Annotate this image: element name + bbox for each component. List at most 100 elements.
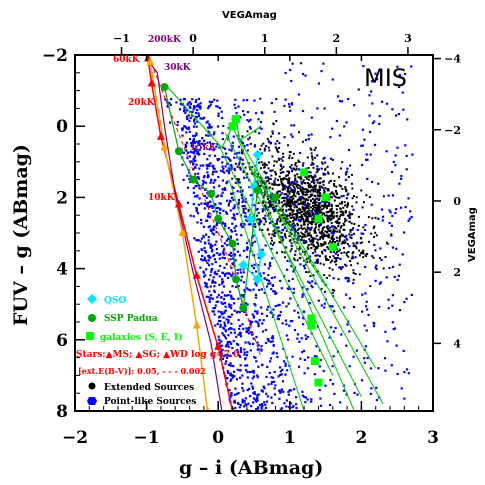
point-like-source-point — [225, 294, 228, 297]
point-like-source-point — [240, 140, 243, 143]
point-like-source-point — [297, 311, 300, 314]
point-like-source-point — [207, 242, 211, 245]
point-like-source-point — [301, 390, 304, 393]
point-like-source-point — [391, 246, 394, 249]
x-tick-label: 0 — [212, 428, 224, 448]
extended-source-point — [291, 223, 294, 226]
point-like-source-point — [200, 218, 203, 221]
point-like-source-point — [211, 310, 214, 313]
extended-source-point — [288, 157, 291, 160]
x-tick-label: −1 — [134, 428, 160, 448]
point-like-source-point — [233, 375, 236, 378]
point-like-source-point — [290, 245, 293, 248]
extended-source-point — [296, 180, 299, 183]
extended-source-point — [302, 235, 305, 238]
point-like-source-point — [345, 121, 348, 124]
point-like-source-point — [233, 328, 236, 331]
point-like-source-point — [230, 327, 233, 330]
point-like-source-point — [209, 200, 212, 203]
extended-source-point — [319, 192, 321, 195]
point-like-source-point — [216, 158, 219, 161]
point-like-source-point — [242, 389, 245, 392]
point-like-source-point — [207, 278, 211, 281]
extended-source-point — [300, 231, 303, 234]
point-like-source-point — [233, 302, 236, 305]
extended-source-point — [273, 206, 276, 209]
point-like-source-point — [233, 103, 236, 106]
point-like-source-point — [210, 294, 213, 297]
point-like-source-point — [375, 399, 378, 402]
point-like-source-point — [256, 376, 259, 379]
point-like-source-point — [365, 158, 368, 161]
point-like-source-point — [302, 264, 305, 267]
extended-source-point — [280, 180, 283, 183]
extended-source-point — [275, 148, 278, 150]
extended-source-point — [362, 249, 365, 252]
extended-source-point — [268, 182, 271, 185]
point-like-source-point — [211, 232, 214, 235]
temperature-label: 30kK — [164, 63, 192, 73]
extended-source-point — [296, 209, 299, 212]
point-like-source-point — [283, 136, 286, 139]
point-like-source-point — [219, 323, 222, 327]
point-like-source-point — [304, 138, 308, 142]
extended-source-point — [293, 235, 296, 238]
point-like-source-point — [346, 323, 349, 326]
point-like-source-point — [229, 372, 232, 375]
point-like-source-point — [300, 186, 303, 189]
point-like-source-point — [328, 336, 331, 339]
point-like-source-point — [214, 281, 217, 284]
point-like-source-point — [201, 259, 204, 262]
point-like-source-point — [192, 138, 195, 141]
extended-source-point — [277, 218, 279, 221]
point-like-source-point — [215, 145, 218, 148]
point-like-source-point — [203, 207, 206, 210]
extended-source-point — [339, 215, 341, 218]
point-like-source-point — [212, 227, 215, 230]
point-like-source-point — [284, 246, 287, 249]
point-like-source-point — [197, 203, 200, 206]
point-like-source-point — [261, 112, 264, 115]
point-like-source-point — [225, 199, 229, 202]
point-like-source-point — [240, 222, 243, 225]
extended-source-point — [319, 206, 322, 209]
point-like-source-point — [202, 176, 205, 179]
extended-source-point — [299, 209, 302, 212]
point-like-source-point — [234, 181, 237, 184]
point-like-source-point — [244, 207, 247, 210]
point-like-source-point — [248, 125, 251, 129]
point-like-source-point — [227, 227, 230, 230]
point-like-source-point — [267, 305, 270, 308]
point-like-source-point — [219, 320, 222, 323]
point-like-source-point — [390, 364, 393, 367]
point-like-source-point — [361, 128, 364, 131]
extended-source-point — [270, 135, 273, 138]
point-like-source-point — [229, 362, 232, 365]
extended-source-point — [309, 190, 312, 193]
point-like-source-point — [194, 100, 197, 104]
extended-source-point — [344, 204, 347, 207]
point-like-source-point — [195, 145, 198, 148]
point-like-source-point — [293, 309, 296, 312]
point-like-source-point — [347, 98, 350, 101]
point-like-source-point — [267, 383, 270, 386]
point-like-source-point — [245, 327, 248, 330]
point-like-source-point — [210, 126, 213, 129]
point-like-source-point — [258, 288, 261, 292]
point-like-source-point — [381, 219, 384, 222]
point-like-source-point — [185, 141, 189, 144]
extended-source-point — [342, 214, 345, 217]
extended-source-point — [264, 220, 267, 223]
point-like-source-point — [185, 149, 188, 152]
main-sequence-marker — [174, 199, 183, 208]
extended-source-point — [298, 184, 301, 187]
point-like-source-point — [230, 196, 233, 199]
extended-source-point — [275, 160, 278, 163]
extended-source-point — [327, 220, 330, 223]
extended-source-point — [335, 204, 338, 207]
extended-source-point — [318, 211, 321, 213]
point-like-source-point — [211, 267, 214, 271]
extended-source-point — [280, 219, 283, 222]
point-like-source-point — [282, 347, 285, 350]
point-like-source-point — [221, 282, 224, 285]
